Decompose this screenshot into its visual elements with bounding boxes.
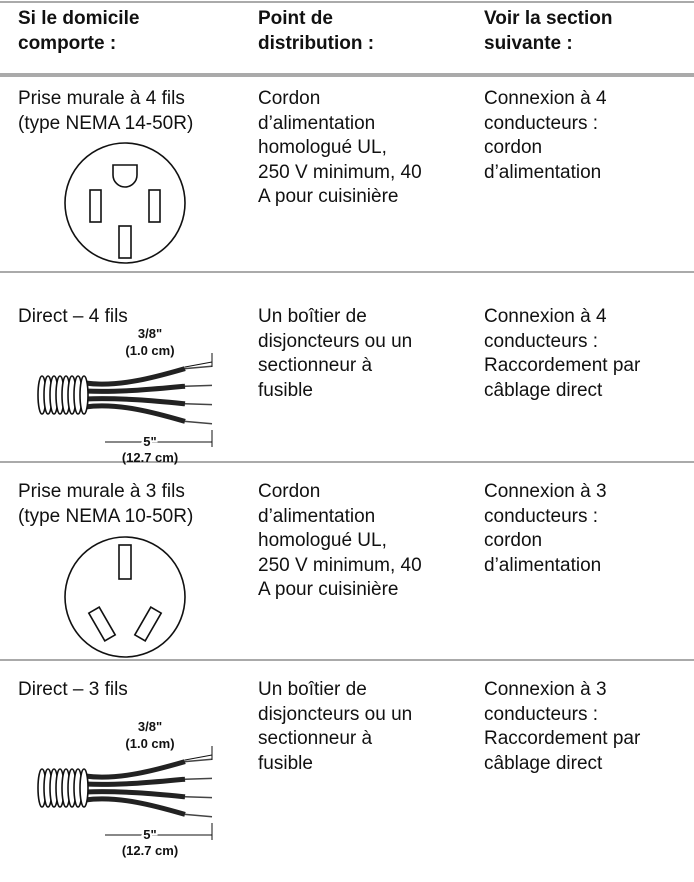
table-cell: Un boîtier de disjoncteurs ou un sectionne… (258, 305, 412, 403)
table-cell: Un boîtier de disjoncteurs ou un sectionne… (258, 678, 412, 776)
dim-line (184, 754, 213, 761)
cell-line: 250 V minimum, 40 (258, 161, 422, 183)
cell-line: Direct – 3 fils (18, 679, 128, 700)
cell-line: conducteurs : (484, 112, 599, 134)
cell-line: conducteurs : (484, 703, 599, 725)
table-cell: Connexion à 3 conducteurs : cordon d’alimen… (484, 480, 607, 578)
cell-line: homologué UL, (258, 530, 387, 551)
wire (84, 403, 186, 424)
dimension-label: 5" (143, 434, 156, 449)
cell-line: distribution : (258, 32, 375, 54)
cell-line: Un boîtier de (258, 306, 367, 327)
dimension-label: (1.0 cm) (125, 736, 174, 751)
cell-line: (type NEMA 14-50R) (18, 112, 194, 134)
cell-line: Un boîtier de (258, 679, 367, 700)
wire-bare-end (184, 403, 213, 406)
wire (84, 796, 186, 817)
cell-line: (type NEMA 10-50R) (18, 505, 194, 527)
cell-line: cordon (484, 530, 543, 551)
table-cell: Cordon d’alimentation homologué UL, 250 V m… (258, 87, 422, 210)
cell-line: sectionneur à (258, 728, 373, 749)
wire (84, 383, 186, 394)
cell-line: d’alimentation (258, 505, 376, 527)
cell-line: Connexion à 4 (484, 306, 607, 327)
dimension-label: (12.7 cm) (122, 450, 178, 465)
table-cell: Connexion à 4 conducteurs : cordon d’alimen… (484, 87, 607, 185)
wire-bare-end (184, 365, 213, 370)
wire (84, 366, 186, 387)
dimension-label: (1.0 cm) (125, 343, 174, 358)
wire-bare-end (184, 777, 213, 780)
cell-line: Connexion à 3 (484, 481, 607, 502)
cell-line: conducteurs : (484, 330, 599, 352)
cell-line: d’alimentation (258, 112, 376, 134)
table-cell: Prise murale à 4 fils (type NEMA 14-50R) (18, 87, 193, 136)
conduit-coil (79, 375, 89, 415)
cell-line: fusible (258, 752, 313, 774)
wire-bare-end (184, 796, 213, 799)
cell-line: Voir la section (484, 8, 613, 29)
cell-line: conducteurs : (484, 505, 599, 527)
cell-line: sectionneur à (258, 355, 373, 376)
cell-line: Direct – 4 fils (18, 306, 128, 327)
table-cell: Prise murale à 3 fils (type NEMA 10-50R) (18, 480, 193, 529)
cell-line: Prise murale à 3 fils (18, 481, 185, 502)
cell-line: Si le domicile (18, 8, 140, 29)
wire-bare-end (184, 758, 213, 763)
cell-line: Prise murale à 4 fils (18, 88, 185, 109)
cell-line: câblage direct (484, 752, 603, 774)
dim-line (184, 361, 213, 368)
cell-line: homologué UL, (258, 137, 387, 158)
cell-line: Cordon (258, 88, 321, 109)
cell-line: Point de (258, 8, 333, 29)
dimension-label: (12.7 cm) (122, 843, 178, 858)
stripped-wire-figure (37, 353, 213, 447)
cell-line: Connexion à 4 (484, 88, 607, 109)
cell-line: Connexion à 3 (484, 679, 607, 700)
cell-line: Raccordement par (484, 355, 641, 376)
header-cell: Si le domicile comporte : (18, 7, 139, 56)
table-cell: Cordon d’alimentation homologué UL, 250 V m… (258, 480, 422, 603)
dimension-label: 5" (143, 827, 156, 842)
stripped-wire-figure (37, 746, 213, 840)
table-cell: Connexion à 3 conducteurs : Raccordement p… (484, 678, 640, 776)
cell-line: câblage direct (484, 379, 603, 401)
cell-line: A pour cuisinière (258, 186, 399, 207)
outlet-3-wire (64, 536, 186, 658)
cell-line: comporte : (18, 32, 117, 54)
wire (84, 396, 186, 407)
header-cell: Voir la section suivante : (484, 7, 612, 56)
cell-line: disjoncteurs ou un (258, 330, 413, 352)
cell-line: A pour cuisinière (258, 579, 399, 600)
wire-bare-end (184, 813, 213, 818)
cell-line: d’alimentation (484, 161, 602, 183)
dimension-label: 3/8" (138, 719, 162, 734)
cell-line: disjoncteurs ou un (258, 703, 413, 725)
outlet-4-wire (64, 142, 186, 264)
cell-line: d’alimentation (484, 554, 602, 576)
cell-line: Raccordement par (484, 728, 641, 749)
table-cell: Connexion à 4 conducteurs : Raccordement p… (484, 305, 640, 403)
cell-line: fusible (258, 379, 313, 401)
wire (84, 776, 186, 787)
table-cell: Direct – 4 fils (18, 305, 128, 330)
cell-line: suivante : (484, 32, 573, 54)
wire (84, 759, 186, 780)
cell-line: 250 V minimum, 40 (258, 554, 422, 576)
table-cell: Direct – 3 fils (18, 678, 128, 703)
wire-bare-end (184, 420, 213, 425)
wire-bare-end (184, 384, 213, 387)
conduit-coil (79, 768, 89, 808)
wire (84, 789, 186, 800)
header-cell: Point de distribution : (258, 7, 374, 56)
cell-line: cordon (484, 137, 543, 158)
cell-line: Cordon (258, 481, 321, 502)
dimension-label: 3/8" (138, 326, 162, 341)
